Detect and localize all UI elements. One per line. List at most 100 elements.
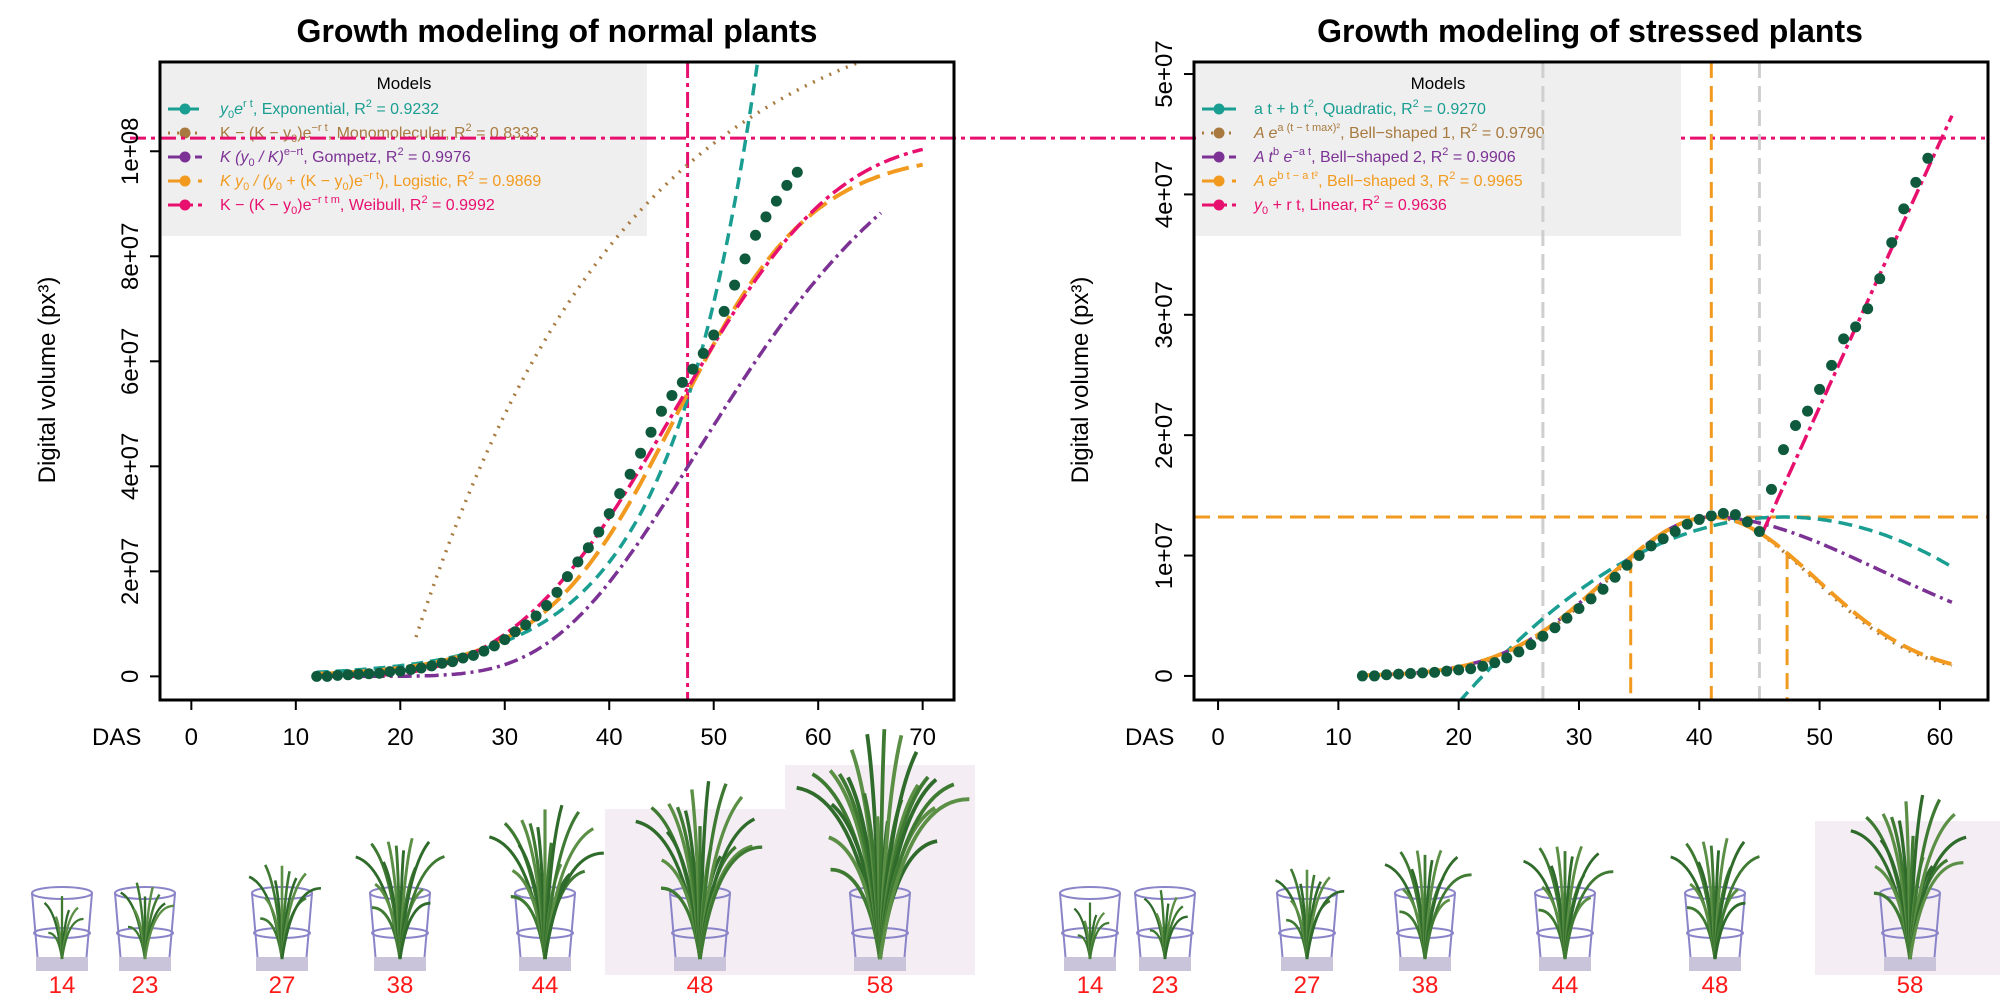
model-curve-monomolecular [414,62,865,638]
legend-text-part: 2 [1413,98,1419,110]
observed-point [1477,660,1489,672]
cage-post [85,892,93,964]
model-curve-bell-shaped-3 [1362,514,1953,678]
pot [256,957,308,971]
observed-point [1922,152,1934,164]
plant-leaf [698,845,763,960]
observed-point [1910,176,1922,188]
observed-point [1537,630,1549,642]
plant-leaf [60,917,84,960]
cage-post [369,892,377,964]
legend-text-part: )e [297,125,311,142]
pot [854,957,906,971]
legend-text-part: + (K − y [282,173,342,190]
plot-frame [158,60,956,702]
chart-title: Growth modeling of normal plants [297,13,818,49]
observed-point [551,586,563,598]
cage-post [114,892,122,964]
observed-point [1838,333,1850,345]
day-label: 44 [532,972,559,999]
plant-photo-strip-normal: 14 23 27 38 44 48 58 [31,729,975,999]
legend-text-part: K − (K − y [220,197,291,214]
pot [119,957,171,971]
x-tick-label: 60 [1927,724,1954,751]
plot-frame [1192,60,1990,702]
legend-entry-gompetz: K (y0 / K)e−rt, Gompetz, R2 = 0.9976 [220,146,471,169]
observed-point [467,649,479,661]
observed-point [729,279,741,291]
plot-area [1194,62,1988,700]
plant-leaf [1423,873,1472,960]
observed-point [384,666,396,678]
observed-point [1585,593,1597,605]
observed-point [1633,550,1645,562]
x-tick-label: 30 [1566,724,1593,751]
legend-text-part: , Gompetz, R [303,149,397,166]
observed-point [353,668,364,680]
y-tick-label: 2e+07 [1151,401,1178,468]
y-tick-label: 8e+07 [117,223,144,290]
cage-post [1879,892,1887,964]
observed-point [541,599,553,611]
observed-point [1621,559,1633,571]
pot [674,957,726,971]
plant-photo-strip-stressed: 14 23 27 38 44 48 58 [1059,794,2000,999]
observed-point [760,211,772,223]
chart-normal-plants: Growth modeling of normal plants Digital… [34,13,1990,751]
legend-marker [179,103,191,115]
plant-leaf [1088,921,1110,960]
plot-clip [311,62,924,700]
plot-clip [1194,62,1988,700]
legend-text-part: 2 [468,170,474,182]
y-tick-label: 0 [1151,669,1178,682]
observed-point [1886,237,1898,249]
legend-text-part: , Quadratic, R [1314,101,1413,118]
observed-point [1380,669,1392,681]
observed-point [1814,383,1826,395]
pot [374,957,426,971]
plant-leaf [543,851,604,960]
observed-point [1802,405,1814,417]
cage-post [1684,892,1692,964]
legend-text-part: 0 [228,109,234,121]
observed-point [342,669,354,681]
observed-point [1777,444,1789,456]
legend-entry-quadratic: a t + b t2, Quadratic, R2 = 0.9270 [1254,98,1486,118]
observed-point [1525,639,1537,651]
legend-text-part: + r t, Linear, R [1268,197,1373,214]
cage-ring [1059,886,1121,900]
observed-point [394,665,406,677]
y-tick-label: 1e+08 [117,118,144,185]
plant-leaf [1305,889,1345,960]
observed-point [572,556,584,568]
x-tick-label: 10 [282,724,309,751]
observed-point [697,347,709,359]
observed-point [582,542,594,554]
legend-text-part: 2 [1442,146,1448,158]
observed-point [1765,483,1777,495]
observed-point [1645,540,1657,552]
x-tick-label: 70 [909,724,936,751]
x-tick-label: 20 [1445,724,1472,751]
day-label: 27 [269,972,296,999]
observed-point [1561,612,1573,624]
legend-text-part: 2 [397,146,403,158]
plant-leaf [1163,915,1188,960]
observed-point [1513,646,1525,658]
cage-post [1113,892,1121,964]
legend-text-part: b t − a t² [1277,170,1318,182]
day-label: 14 [1077,972,1104,999]
observed-point [1741,516,1753,528]
legend-text-part: = 0.9976 [404,149,471,166]
pot [1539,957,1591,971]
observed-point [718,305,730,317]
x-tick-label: 0 [1211,724,1224,751]
observed-point [488,640,500,652]
cage-post [1188,892,1196,964]
observed-point [791,166,803,178]
observed-point [739,253,751,265]
legend-text-part: y [1253,197,1263,214]
observed-point [1549,622,1561,634]
observed-point [1705,510,1717,522]
